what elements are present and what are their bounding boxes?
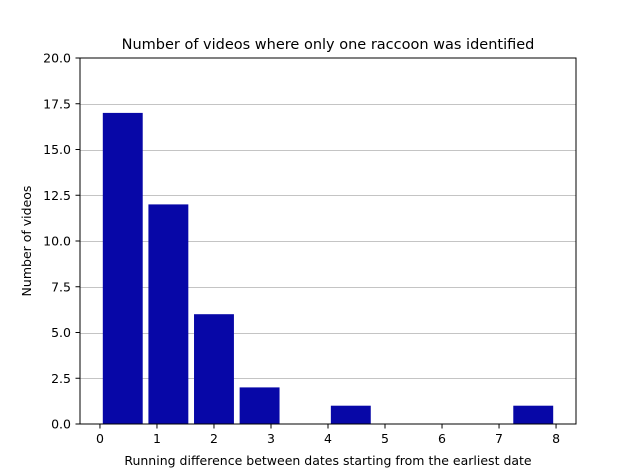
bar — [331, 406, 371, 424]
y-tick-label: 0.0 — [51, 417, 71, 432]
y-tick-label: 20.0 — [43, 51, 71, 66]
x-tick-label: 3 — [267, 431, 275, 446]
x-tick-label: 1 — [153, 431, 161, 446]
y-tick-label: 10.0 — [43, 234, 71, 249]
y-tick-label: 17.5 — [43, 96, 71, 111]
x-tick-label: 8 — [552, 431, 560, 446]
bar — [240, 387, 280, 424]
y-tick-label: 15.0 — [43, 142, 71, 157]
x-tick-label: 0 — [96, 431, 104, 446]
x-tick-label: 4 — [324, 431, 332, 446]
bar — [513, 406, 553, 424]
bar — [148, 204, 188, 424]
bar — [194, 314, 234, 424]
y-tick-label: 2.5 — [51, 371, 71, 386]
x-tick-label: 2 — [210, 431, 218, 446]
x-tick-label: 5 — [381, 431, 389, 446]
x-tick-label: 7 — [495, 431, 503, 446]
y-tick-label: 7.5 — [51, 279, 71, 294]
y-tick-label: 5.0 — [51, 325, 71, 340]
bar — [103, 113, 143, 424]
chart-title: Number of videos where only one raccoon … — [122, 37, 535, 53]
y-tick-label: 12.5 — [43, 188, 71, 203]
x-tick-label: 6 — [438, 431, 446, 446]
y-axis-label: Number of videos — [19, 186, 34, 297]
x-axis-label: Running difference between dates startin… — [124, 453, 532, 468]
